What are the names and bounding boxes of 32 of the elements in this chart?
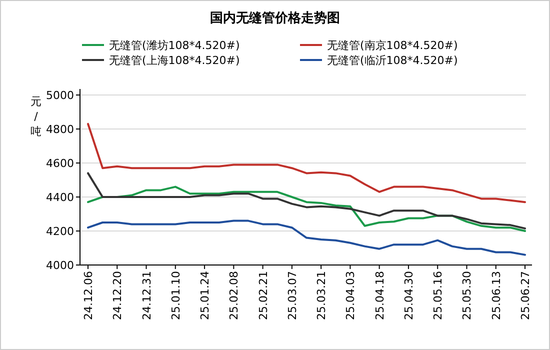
x-tick-label: 25.01.24 bbox=[198, 271, 212, 320]
x-tick-label: 25.06.27 bbox=[519, 271, 532, 320]
x-tick-label: 25.05.16 bbox=[432, 271, 445, 320]
x-tick-label: 25.04.18 bbox=[373, 271, 386, 320]
line-series bbox=[87, 220, 526, 256]
x-tick-label: 25.03.07 bbox=[286, 271, 299, 320]
y-tick-label: 4600 bbox=[46, 157, 74, 170]
y-axis-title: 元/吨 bbox=[30, 95, 42, 138]
x-tick-label: 25.02.21 bbox=[256, 271, 270, 320]
y-tick-label: 4200 bbox=[46, 225, 74, 238]
legend-label: 无缝管(上海108*4.520#) bbox=[109, 54, 240, 67]
x-tick-label: 24.12.20 bbox=[111, 271, 124, 320]
line-series bbox=[87, 172, 526, 230]
x-tick-label: 25.04.03 bbox=[344, 271, 358, 320]
x-tick-label: 25.02.08 bbox=[228, 271, 241, 320]
legend-label: 无缝管(南京108*4.520#) bbox=[327, 39, 458, 52]
legend-label: 无缝管(潍坊108*4.520#) bbox=[109, 39, 240, 52]
x-tick-label: 25.04.30 bbox=[402, 271, 416, 320]
line-series bbox=[87, 186, 526, 232]
x-tick-label: 24.12.31 bbox=[140, 271, 154, 320]
x-tick-label: 25.01.10 bbox=[169, 271, 182, 320]
x-tick-label: 25.06.13 bbox=[490, 271, 503, 320]
y-tick-label: 4000 bbox=[46, 259, 74, 272]
y-tick-label: 4400 bbox=[46, 191, 74, 204]
x-tick-label: 25.03.21 bbox=[315, 271, 328, 320]
y-tick-label: 5000 bbox=[46, 89, 74, 102]
chart-title: 国内无缝管价格走势图 bbox=[210, 10, 340, 26]
x-tick-label: 25.05.30 bbox=[460, 271, 474, 320]
y-tick-label: 4800 bbox=[46, 123, 74, 136]
line-series bbox=[87, 122, 526, 204]
legend-label: 无缝管(临沂108*4.520#) bbox=[327, 54, 458, 67]
x-tick-label: 24.12.06 bbox=[82, 271, 95, 320]
